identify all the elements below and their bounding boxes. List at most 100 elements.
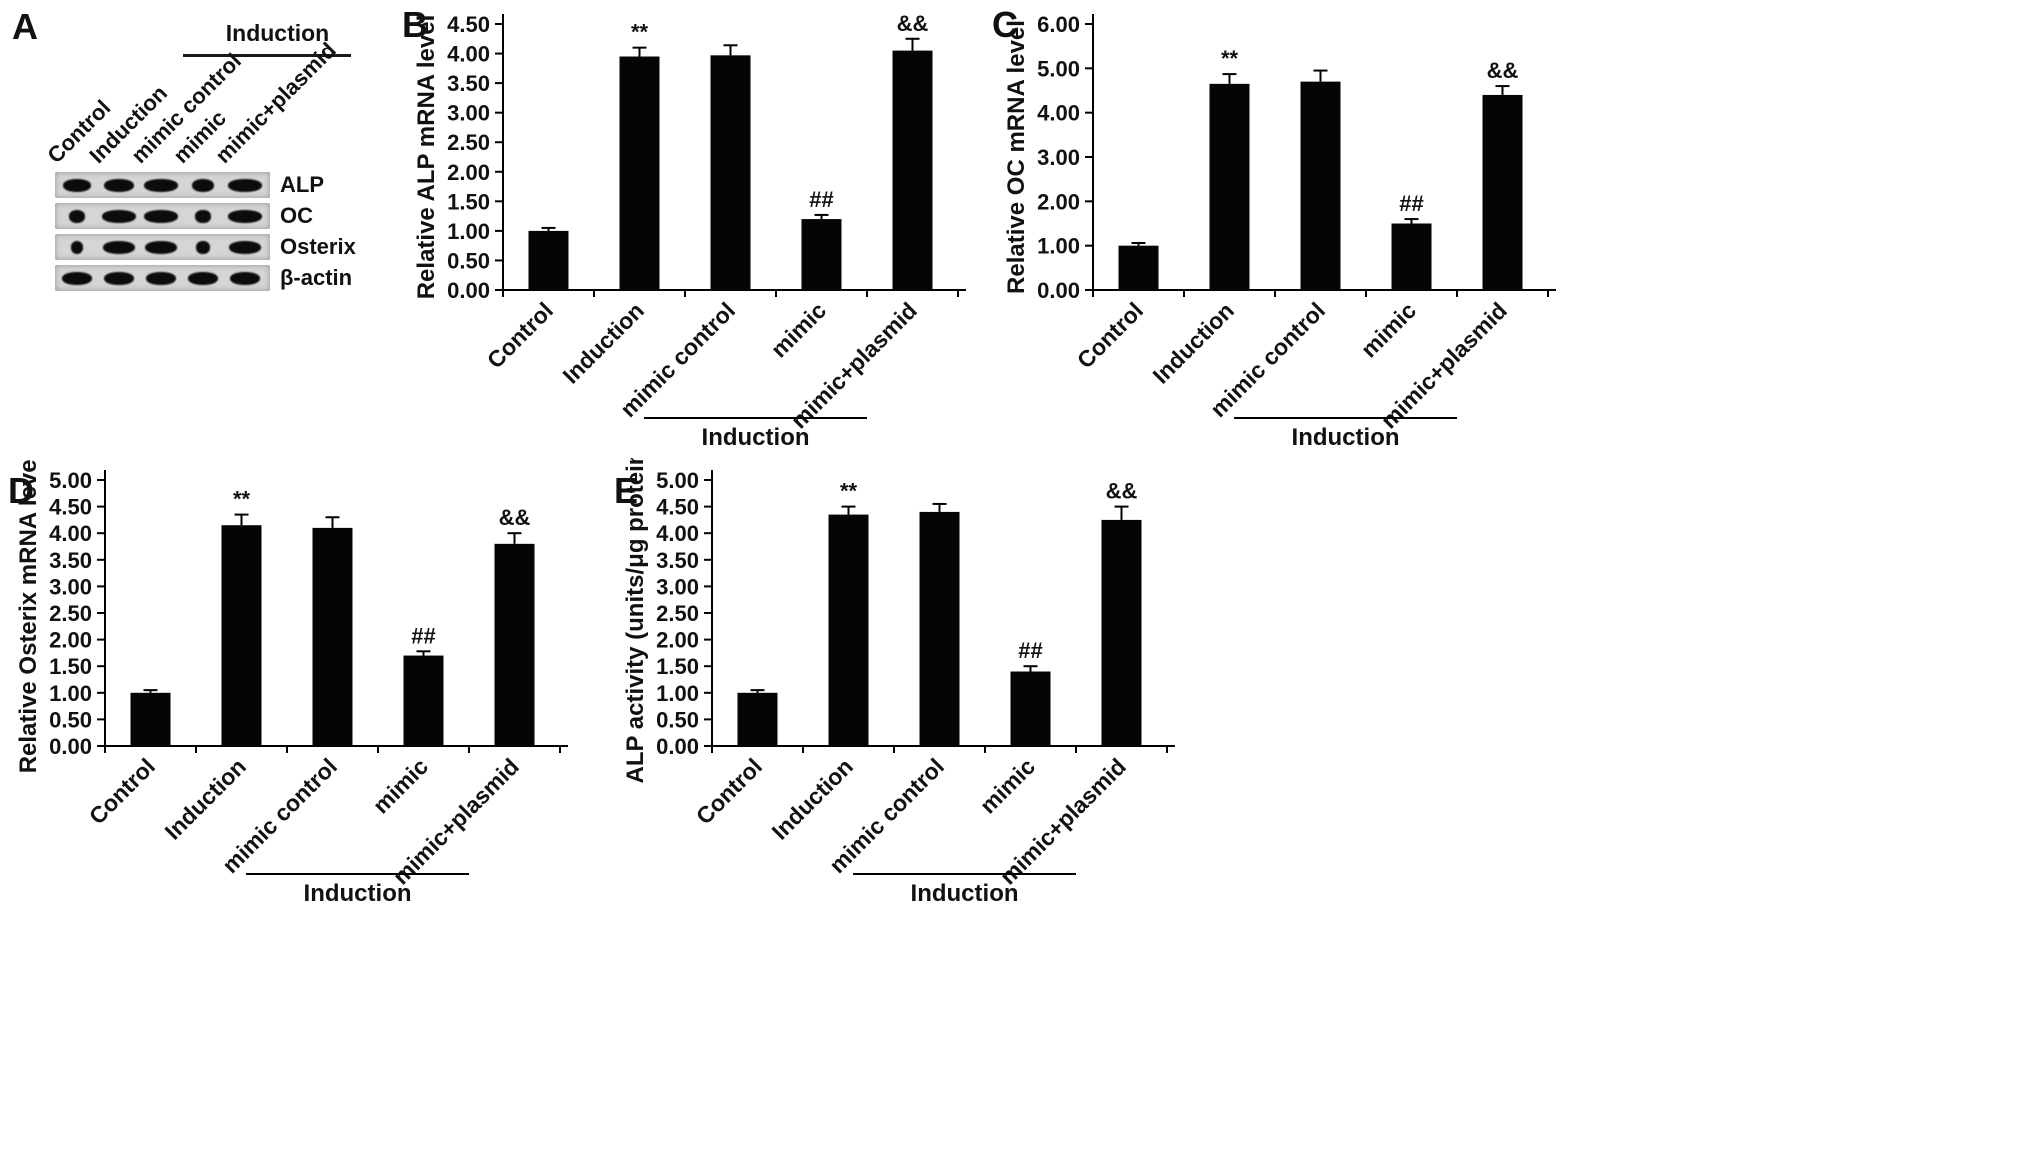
significance-annotation: ## <box>411 623 435 648</box>
bar <box>1300 81 1341 290</box>
bar <box>221 525 262 746</box>
bar <box>892 50 933 290</box>
group-label: Induction <box>702 424 810 451</box>
y-tick-label: 2.00 <box>656 628 699 653</box>
blot-band <box>143 178 179 192</box>
blot-band <box>229 271 261 285</box>
panel-letter-a: A <box>12 6 38 47</box>
y-tick-label: 2.00 <box>1037 189 1080 214</box>
y-tick-label: 3.00 <box>656 574 699 599</box>
x-category-label: mimic <box>975 753 1041 819</box>
y-tick-label: 1.50 <box>656 654 699 679</box>
y-tick-label: 0.50 <box>656 707 699 732</box>
blot-band <box>101 209 137 223</box>
x-category-label: Control <box>84 753 160 829</box>
panel-letter-c: C <box>992 4 1018 45</box>
panel-letter-e: E <box>614 470 639 511</box>
significance-annotation: ** <box>631 20 649 45</box>
group-label: Induction <box>1292 424 1400 451</box>
alp-activity-bar-chart: 0.000.501.001.502.002.503.003.504.004.50… <box>622 458 1175 907</box>
y-tick-label: 1.00 <box>656 681 699 706</box>
significance-annotation: ## <box>1018 638 1042 663</box>
panel-e-chart: 0.00 0.50 1.00 1.50 2.00 2.50 3.00 3.50 4.00 4.50… <box>607 458 1227 918</box>
blot-row-label-beta-actin: β-actin <box>280 265 353 290</box>
blot-band <box>145 271 177 285</box>
bar <box>1101 519 1142 746</box>
panel-letter-b: B <box>402 4 428 45</box>
blot-band <box>62 178 92 192</box>
blot-band <box>228 240 262 254</box>
bar <box>528 230 569 290</box>
osterix-mrna-bar-chart: 0.000.501.001.502.002.503.003.504.004.50… <box>15 458 568 907</box>
x-category-label: mimic <box>766 297 832 363</box>
significance-annotation: ** <box>840 479 858 504</box>
bar <box>312 527 353 746</box>
blot-row-label-oc: OC <box>280 203 313 228</box>
bar <box>1482 94 1523 290</box>
significance-annotation: ## <box>1399 191 1423 216</box>
blot-induction-group-line <box>183 54 351 57</box>
blot-band <box>102 240 136 254</box>
group-label: Induction <box>911 880 1019 907</box>
significance-annotation: && <box>1487 58 1519 83</box>
y-tick-label: 0.00 <box>447 278 490 303</box>
x-category-label: Control <box>691 753 767 829</box>
x-category-label: Control <box>482 297 558 373</box>
significance-annotation: ** <box>233 487 251 512</box>
bar <box>1209 83 1250 290</box>
y-tick-label: 3.50 <box>49 548 92 573</box>
blot-band <box>143 209 179 223</box>
blot-row-beta-actin <box>55 265 270 291</box>
y-tick-label: 5.00 <box>1037 56 1080 81</box>
y-tick-label: 2.50 <box>656 601 699 626</box>
bar <box>403 655 444 746</box>
panel-b-chart: 0.00 0.50 1.00 1.50 2.00 2.50 3.00 3.50 4.00 4.50… <box>398 2 1018 462</box>
blot-band <box>187 271 219 285</box>
y-tick-label: 0.00 <box>49 734 92 759</box>
blot-band <box>103 178 135 192</box>
y-axis-label: Relative OC mRNA level <box>1003 20 1030 294</box>
y-axis-label: ALP activity (units/μg protein) <box>622 458 649 783</box>
bar <box>1391 223 1432 290</box>
x-category-label: mimic <box>368 753 434 819</box>
blot-band <box>227 178 263 192</box>
panel-a-western-blot: A Induction Control Induction mimic cont… <box>0 0 400 460</box>
y-axis-label: Relative Osterix mRNA level <box>15 458 42 773</box>
x-category-label: Induction <box>1147 297 1239 389</box>
panel-d-chart: 0.00 0.50 1.00 1.50 2.00 2.50 3.00 3.50 4.00 4.50… <box>0 458 620 918</box>
blot-row-osterix <box>55 234 270 260</box>
significance-annotation: && <box>499 505 531 530</box>
y-tick-label: 4.00 <box>49 521 92 546</box>
panel-letter-d: D <box>8 470 34 511</box>
y-tick-label: 2.00 <box>49 628 92 653</box>
y-tick-label: 3.00 <box>447 101 490 126</box>
bar <box>710 55 751 290</box>
y-tick-label: 3.50 <box>656 548 699 573</box>
bar <box>130 692 171 746</box>
y-tick-label: 3.50 <box>447 71 490 96</box>
significance-annotation: && <box>1106 479 1138 504</box>
y-axis-label: Relative ALP mRNA level <box>413 15 440 300</box>
bar <box>919 511 960 746</box>
blot-band <box>195 209 211 223</box>
blot-band <box>103 271 135 285</box>
bar <box>737 692 778 746</box>
blot-induction-group-label: Induction <box>225 20 330 46</box>
y-tick-label: 5.00 <box>49 468 92 493</box>
y-tick-label: 0.50 <box>447 248 490 273</box>
y-tick-label: 4.00 <box>447 42 490 67</box>
bar <box>494 543 535 746</box>
x-category-label: mimic <box>1356 297 1422 363</box>
y-tick-label: 1.50 <box>49 654 92 679</box>
blot-band <box>191 178 215 192</box>
oc-mrna-bar-chart: 0.00 1.00 2.00 3.00 4.00 5.00 6.00 Control ** Ind… <box>1003 12 1556 451</box>
bar <box>828 514 869 746</box>
y-tick-label: 2.50 <box>447 130 490 155</box>
y-tick-label: 2.50 <box>49 601 92 626</box>
y-tick-label: 0.00 <box>1037 278 1080 303</box>
x-category-label: Induction <box>159 753 251 845</box>
x-category-label: Induction <box>557 297 649 389</box>
alp-mrna-bar-chart: 0.00 0.50 1.00 1.50 2.00 2.50 3.00 3.50 4.00 4.50… <box>413 11 966 451</box>
blot-band <box>144 240 178 254</box>
